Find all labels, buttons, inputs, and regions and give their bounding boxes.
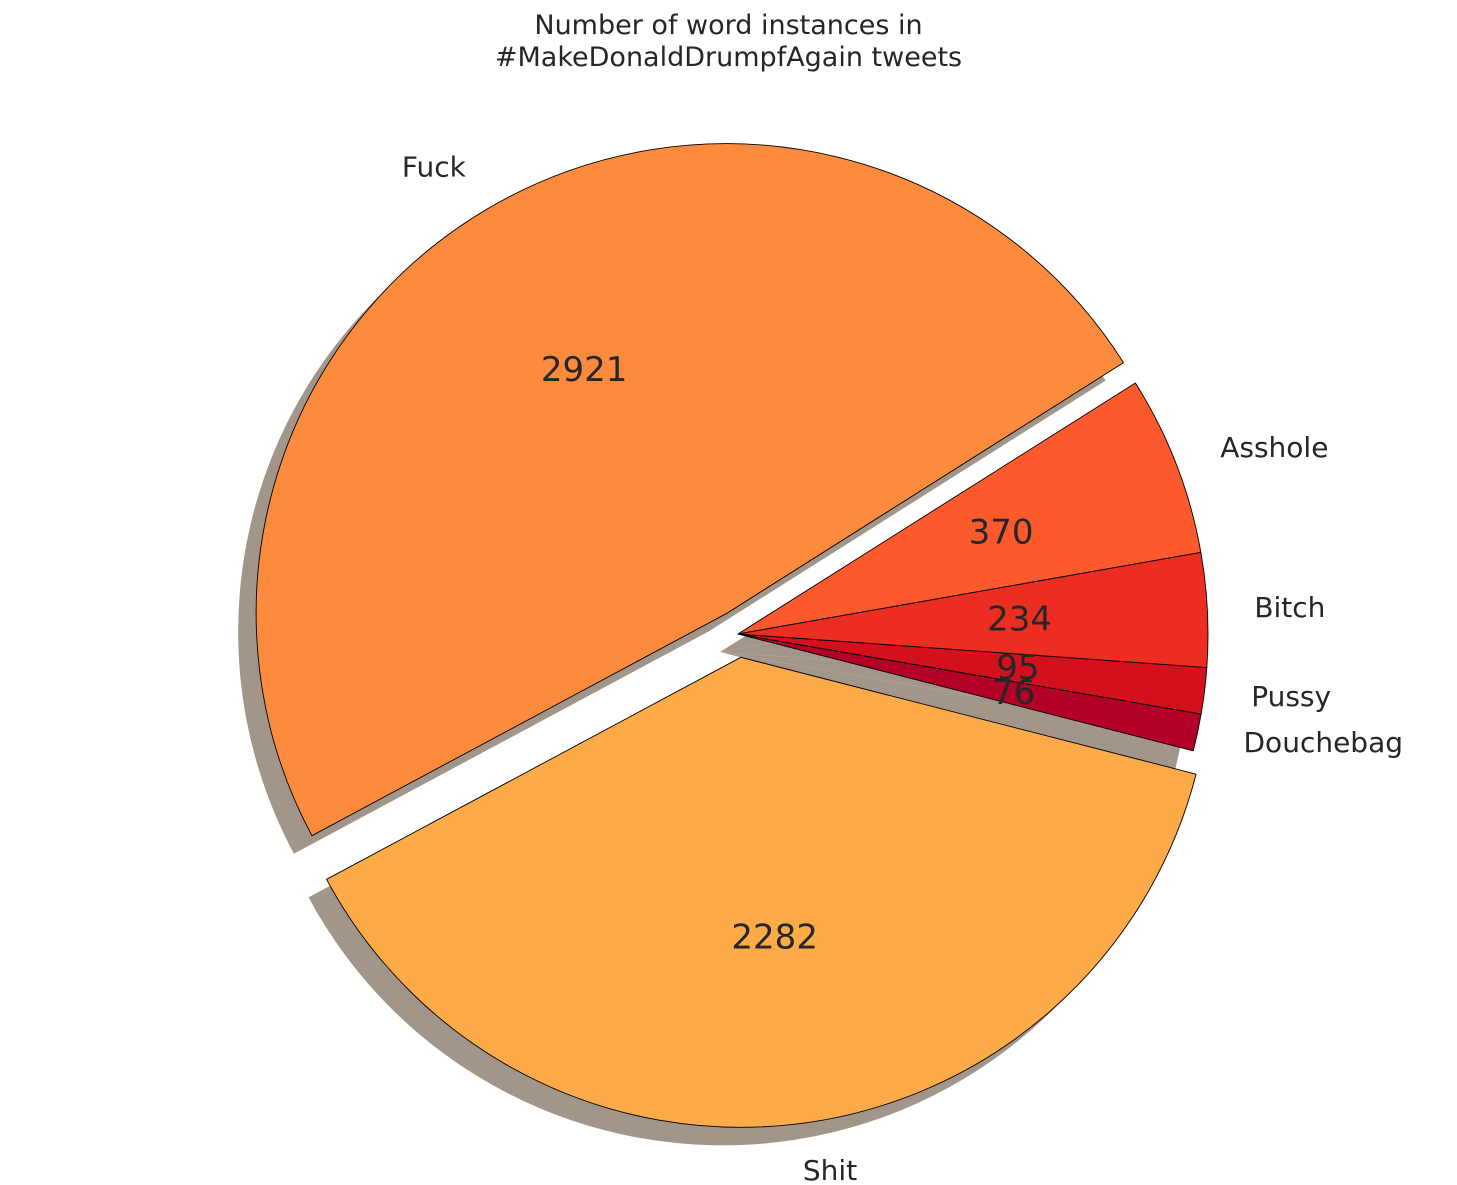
category-label-shit: Shit xyxy=(803,1154,857,1185)
value-label-pussy: 95 xyxy=(996,648,1039,688)
pie-slice-layer xyxy=(255,143,1209,1128)
value-label-asshole: 370 xyxy=(969,512,1034,552)
category-label-bitch: Bitch xyxy=(1254,591,1325,624)
category-label-asshole: Asshole xyxy=(1220,431,1328,464)
pie-slice-fuck xyxy=(255,143,1124,837)
chart-title: Number of word instances in #MakeDonaldD… xyxy=(0,10,1457,74)
value-label-fuck: 2921 xyxy=(541,350,628,390)
value-label-bitch: 234 xyxy=(987,599,1052,639)
category-label-douchebag: Douchebag xyxy=(1244,726,1404,759)
pie-slice-bitch xyxy=(737,551,1209,668)
pie-slice-asshole xyxy=(737,382,1202,635)
chart-title-line-1: Number of word instances in xyxy=(534,10,923,41)
pie-slice-shit xyxy=(326,656,1197,1128)
pie-label-layer: Asshole 370 Fuck 2921 Shit 2282 Douchebag 76 Pus… xyxy=(402,151,1403,1185)
pie-shadow-douchebag xyxy=(720,652,1184,769)
chart-title-line-2: #MakeDonaldDrumpfAgain tweets xyxy=(494,42,963,73)
category-label-fuck: Fuck xyxy=(402,151,467,184)
value-label-douchebag: 76 xyxy=(992,673,1035,713)
value-label-shit: 2282 xyxy=(731,917,818,957)
category-label-pussy: Pussy xyxy=(1251,680,1331,713)
